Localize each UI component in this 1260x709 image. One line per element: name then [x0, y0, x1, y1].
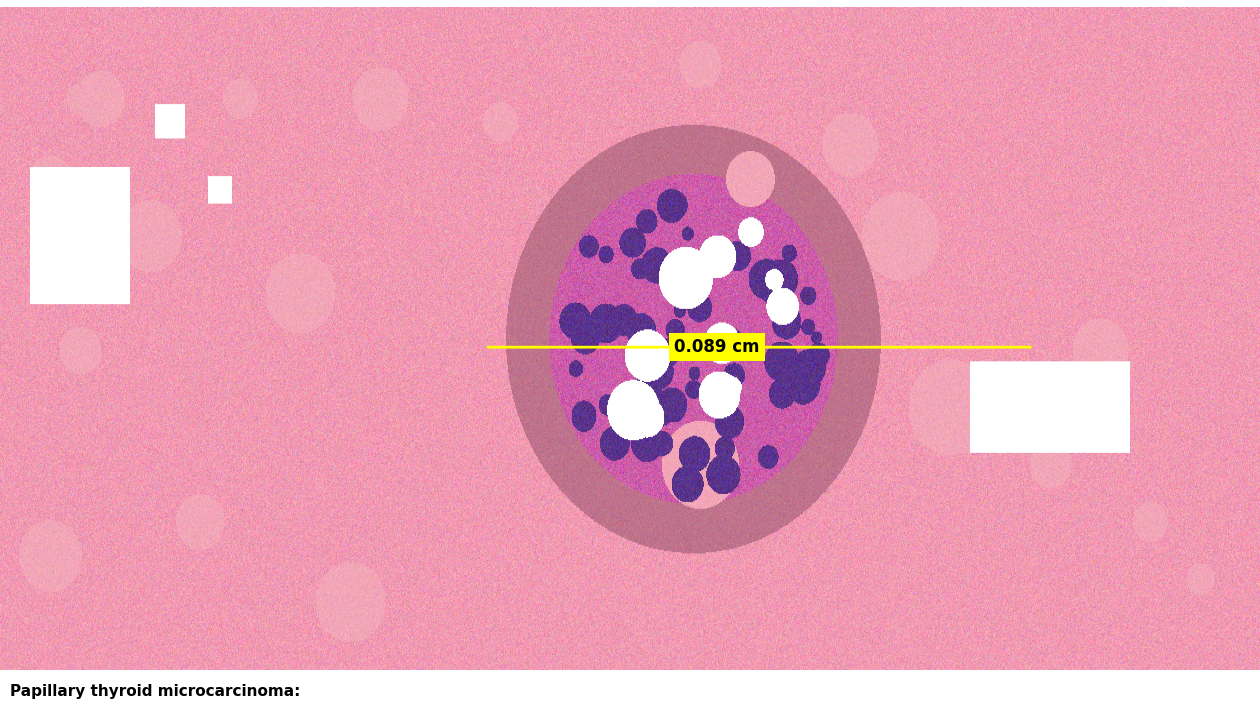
Text: 0.089 cm: 0.089 cm [674, 338, 760, 356]
Text: Papillary thyroid microcarcinoma:: Papillary thyroid microcarcinoma: [10, 684, 300, 699]
